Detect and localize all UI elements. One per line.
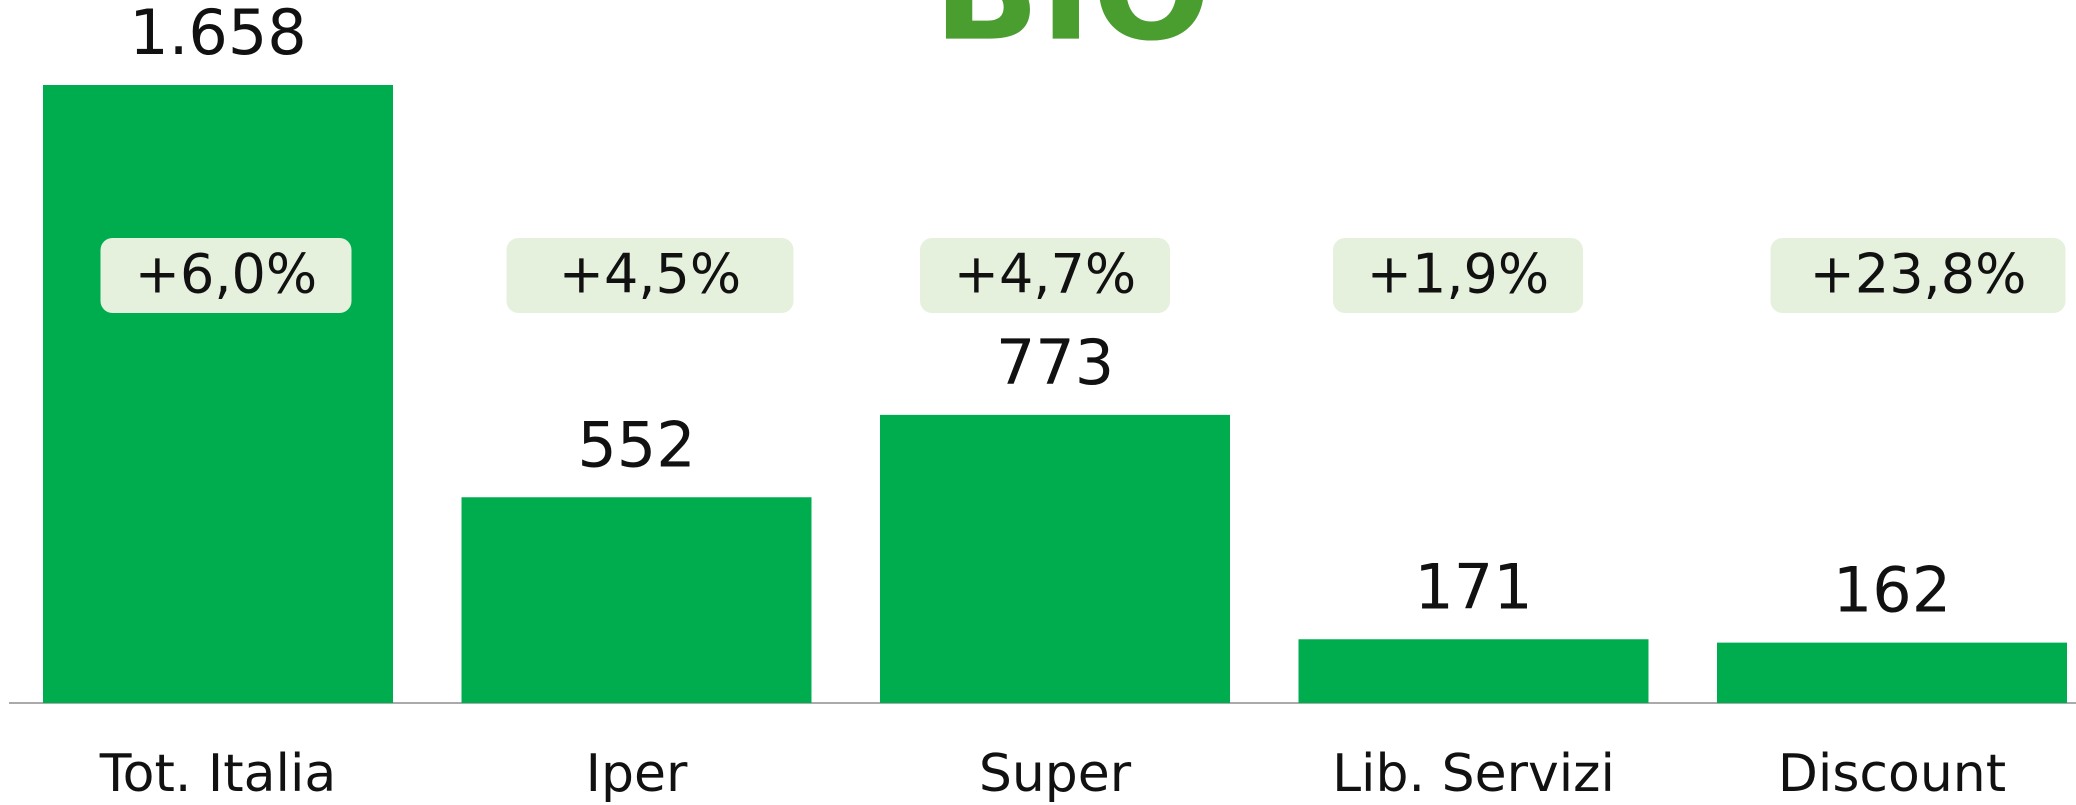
category-label: Super	[979, 744, 1132, 804]
category-label: Discount	[1778, 744, 2006, 804]
growth-box	[920, 238, 1170, 313]
category-label: Lib. Servizi	[1332, 744, 1615, 804]
bar	[461, 497, 812, 703]
category-label: Tot. Italia	[99, 744, 337, 804]
growth-box	[1333, 238, 1583, 313]
growth-label: +1,9%	[1367, 243, 1549, 306]
bar	[1717, 642, 2067, 703]
growth-box	[100, 238, 352, 313]
value-label: 773	[996, 326, 1114, 399]
value-label: 1.658	[129, 0, 307, 69]
bar	[1298, 639, 1649, 703]
growth-label: +6,0%	[135, 243, 317, 306]
value-label: 552	[577, 408, 695, 481]
growth-label: +23,8%	[1810, 243, 2027, 306]
growth-label: +4,5%	[559, 243, 741, 306]
bar	[43, 85, 393, 703]
value-label: 162	[1833, 554, 1951, 627]
growth-box	[1770, 238, 2066, 313]
growth-box	[506, 238, 794, 313]
value-label: 171	[1414, 550, 1532, 623]
category-label: Iper	[586, 744, 688, 804]
logo: BIO	[933, 0, 1211, 73]
growth-label: +4,7%	[954, 243, 1136, 306]
bar	[880, 414, 1230, 703]
